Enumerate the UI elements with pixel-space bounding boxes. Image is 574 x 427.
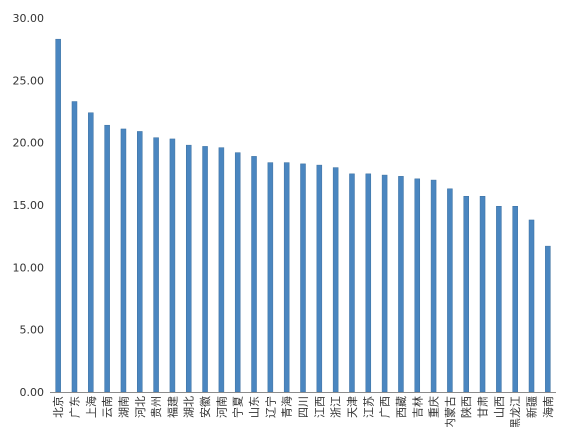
x-tick-label: 甘肃 bbox=[477, 396, 490, 418]
x-tick-label: 北京 bbox=[51, 396, 65, 418]
x-tick-label: 陕西 bbox=[459, 396, 473, 418]
bar-17 bbox=[332, 167, 339, 393]
bar-4 bbox=[120, 128, 127, 393]
bar-12 bbox=[251, 156, 257, 393]
bar-15 bbox=[300, 163, 306, 393]
x-tick-label: 安徽 bbox=[198, 396, 212, 418]
bar-25 bbox=[463, 196, 469, 393]
bar-16 bbox=[316, 164, 323, 393]
bar-30 bbox=[545, 245, 551, 393]
x-tick-label: 黑龙江 bbox=[509, 396, 522, 427]
bar-7 bbox=[169, 138, 176, 393]
bar-6 bbox=[153, 137, 159, 393]
x-tick-label: 山西 bbox=[493, 396, 506, 418]
y-tick-label: 30.00 bbox=[13, 12, 45, 25]
x-axis: 北京 广东 上海 云南 湖南 河北 贵州 福建 湖北 安徽 河南 宁夏 山东 辽宁 青海 四川 江西 浙江 天津 江苏… bbox=[50, 392, 556, 427]
bar-23 bbox=[430, 179, 437, 393]
bar-8 bbox=[185, 144, 192, 393]
bars bbox=[55, 38, 551, 393]
x-tick-label: 广东 bbox=[68, 396, 81, 418]
x-tick-label: 浙江 bbox=[330, 396, 343, 418]
x-tick-label: 吉林 bbox=[410, 396, 424, 418]
bar-1 bbox=[71, 101, 78, 393]
x-tick-label: 青海 bbox=[280, 396, 294, 418]
bar-2 bbox=[88, 112, 94, 393]
x-tick-label: 新疆 bbox=[525, 396, 539, 418]
x-tick-label: 天津 bbox=[346, 396, 359, 418]
bar-11 bbox=[234, 152, 241, 393]
x-tick-label: 辽宁 bbox=[263, 396, 277, 418]
x-tick-label: 河南 bbox=[215, 396, 228, 418]
bar-10 bbox=[218, 147, 225, 393]
bar-13 bbox=[267, 162, 274, 393]
x-tick-label: 贵州 bbox=[150, 396, 163, 418]
x-tick-label: 上海 bbox=[84, 396, 98, 418]
bar-18 bbox=[349, 173, 355, 393]
bar-21 bbox=[398, 176, 404, 393]
x-tick-label: 河北 bbox=[134, 396, 147, 418]
bar-28 bbox=[512, 206, 518, 393]
x-tick-label: 宁夏 bbox=[231, 396, 245, 418]
y-tick-label: 25.00 bbox=[13, 74, 45, 87]
bar-29 bbox=[528, 219, 535, 393]
y-axis: 0.00 5.00 10.00 15.00 20.00 25.00 30.00 bbox=[13, 12, 45, 399]
x-tick-label: 江苏 bbox=[362, 396, 375, 418]
x-tick-label: 海南 bbox=[541, 396, 555, 418]
y-tick-label: 0.00 bbox=[20, 386, 45, 399]
x-tick-label: 西藏 bbox=[395, 396, 408, 418]
x-tick-label: 福建 bbox=[165, 396, 179, 418]
bar-22 bbox=[414, 178, 421, 393]
y-tick-label: 10.00 bbox=[13, 261, 45, 274]
x-tick-label: 广西 bbox=[379, 396, 392, 418]
bar-20 bbox=[381, 174, 388, 393]
bar-3 bbox=[104, 124, 110, 393]
bar-0 bbox=[55, 38, 61, 393]
y-tick-label: 15.00 bbox=[13, 199, 45, 212]
x-tick-label: 湖北 bbox=[183, 396, 196, 418]
bar-26 bbox=[479, 196, 486, 393]
y-tick-label: 20.00 bbox=[13, 137, 45, 150]
bar-9 bbox=[202, 146, 208, 393]
x-tick-label: 江西 bbox=[313, 396, 326, 418]
x-tick-label: 四川 bbox=[297, 396, 310, 418]
bar-5 bbox=[137, 131, 143, 393]
y-tick-label: 5.00 bbox=[20, 324, 45, 337]
x-tick-label: 重庆 bbox=[427, 396, 441, 418]
x-tick-label: 湖南 bbox=[117, 396, 130, 418]
x-tick-label: 云南 bbox=[101, 396, 114, 418]
x-tick-label: 山东 bbox=[248, 396, 261, 418]
x-tick-label: 内蒙古 bbox=[443, 396, 457, 427]
bar-14 bbox=[283, 162, 290, 393]
bar-27 bbox=[496, 206, 502, 393]
bar-19 bbox=[365, 173, 372, 393]
bar-24 bbox=[447, 188, 453, 393]
